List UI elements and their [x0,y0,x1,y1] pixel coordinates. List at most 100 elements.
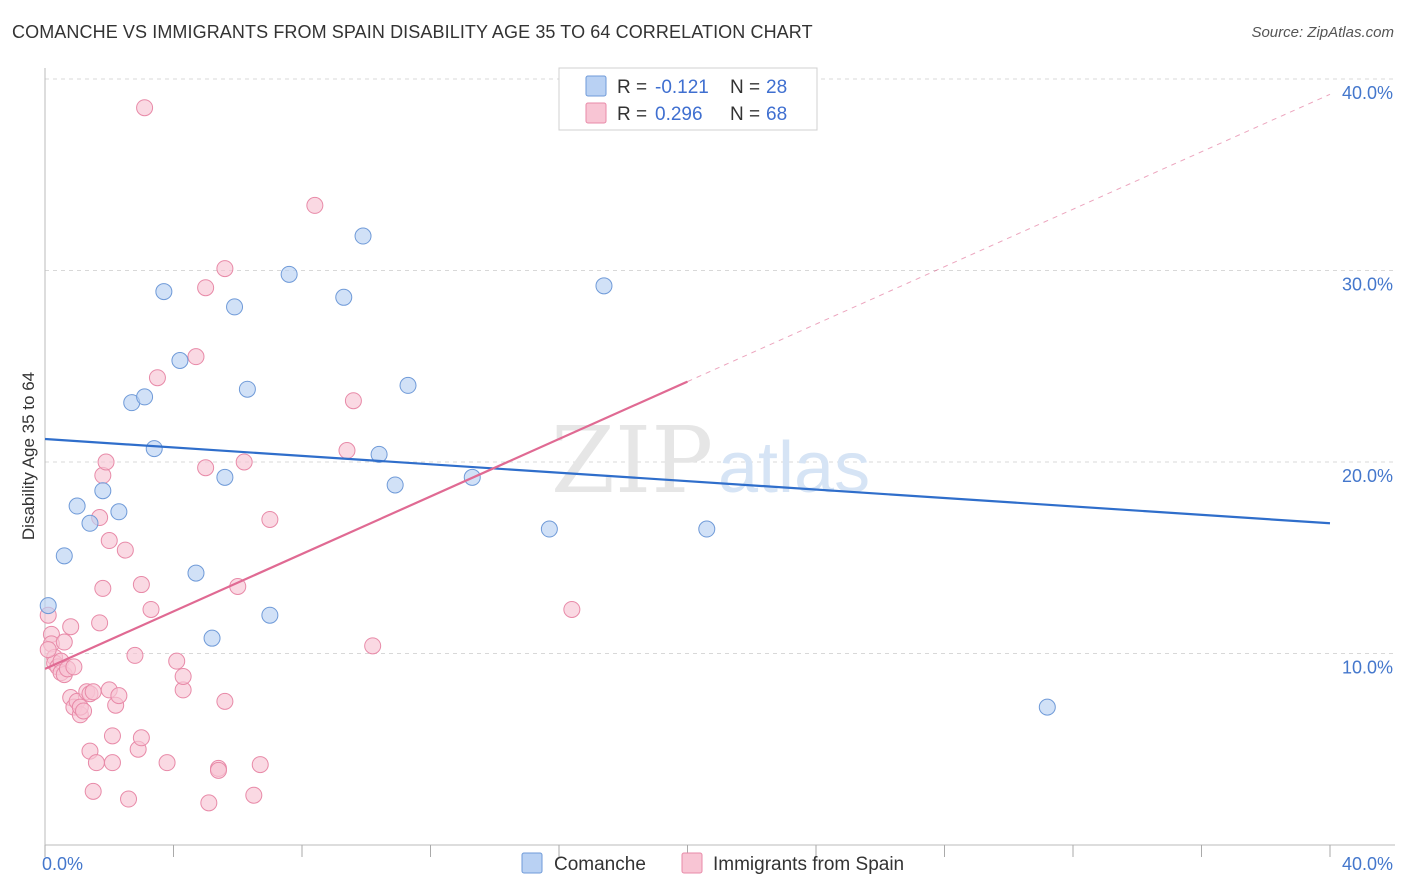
point-comanche-12 [203,629,221,647]
trend-line-comanche [44,437,1331,525]
bottom-legend-swatch-comanche [521,852,543,874]
point-comanche-20 [370,445,388,463]
trend-line-spain-extension [687,93,1331,383]
point-comanche-27 [1038,698,1056,716]
point-spain-59 [245,786,263,804]
point-comanche-5 [110,503,128,521]
point-comanche-22 [399,376,417,394]
legend-r-label-spain: R = [617,104,647,125]
chart-title: COMANCHE VS IMMIGRANTS FROM SPAIN DISABI… [12,22,813,42]
point-comanche-19 [354,227,372,245]
point-spain-54 [209,761,227,779]
point-comanche-13 [216,468,234,486]
bottom-legend-label-comanche: Comanche [554,854,646,875]
scatter-points [39,99,1056,812]
point-comanche-9 [155,283,173,301]
point-spain-56 [216,260,234,278]
point-spain-33 [103,754,121,772]
point-spain-18 [75,702,93,720]
watermark: ZIP atlas [551,407,870,514]
point-spain-61 [261,510,279,528]
x-tick-label-0: 0.0% [42,854,83,874]
legend-swatch-spain [585,102,607,124]
legend-n-value-spain: 68 [766,104,787,125]
legend-r-value-spain: 0.296 [655,104,703,125]
legend-r-label-comanche: R = [617,77,647,98]
point-comanche-16 [261,606,279,624]
point-spain-44 [148,369,166,387]
point-spain-22 [84,782,102,800]
y-tick-label-1: 20.0% [1342,466,1393,486]
y-tick-label-0: 10.0% [1342,658,1393,678]
y-axis-title: Disability Age 35 to 64 [19,372,38,540]
point-spain-41 [132,576,150,594]
point-spain-28 [94,579,112,597]
point-spain-64 [344,392,362,410]
point-spain-60 [251,756,269,774]
point-spain-62 [306,196,324,214]
point-spain-46 [168,652,186,670]
point-spain-65 [364,637,382,655]
point-spain-37 [120,790,138,808]
x-tick-label-1: 40.0% [1342,854,1393,874]
point-comanche-21 [386,476,404,494]
legend-top: R = -0.121 N = 28 R = 0.296 N = 68 [558,67,818,131]
point-spain-50 [197,459,215,477]
point-comanche-8 [145,440,163,458]
point-spain-43 [142,600,160,618]
y-tick-label-2: 30.0% [1342,275,1393,295]
point-spain-49 [187,348,205,366]
source-label: Source: ZipAtlas.com [1251,24,1394,41]
point-comanche-2 [68,497,86,515]
point-spain-48 [174,667,192,685]
point-spain-51 [197,279,215,297]
point-spain-45 [158,754,176,772]
legend-n-value-comanche: 28 [766,77,787,98]
point-comanche-3 [81,514,99,532]
trend-lines [44,93,1331,670]
point-spain-35 [110,687,128,705]
point-spain-58 [235,453,253,471]
point-comanche-10 [171,352,189,370]
point-spain-42 [136,99,154,117]
legend-n-label-spain: N = [730,104,760,125]
tick-labels: 10.0% 20.0% 30.0% 40.0% 0.0% 40.0% [42,83,1393,874]
point-comanche-4 [94,482,112,500]
point-spain-25 [91,614,109,632]
point-comanche-15 [238,380,256,398]
point-comanche-24 [540,520,558,538]
bottom-legend-label-spain: Immigrants from Spain [713,854,904,875]
point-comanche-18 [335,288,353,306]
legend-swatch-comanche [585,75,607,97]
point-spain-40 [132,729,150,747]
legend-bottom: Comanche Immigrants from Spain [521,852,904,875]
point-spain-52 [200,794,218,812]
point-spain-67 [39,641,57,659]
trend-line-spain [44,380,688,670]
point-spain-23 [84,683,102,701]
point-comanche-26 [698,520,716,538]
point-spain-8 [55,633,73,651]
legend-r-value-comanche: -0.121 [655,77,709,98]
grid-lines [45,78,1395,654]
point-spain-14 [65,658,83,676]
point-spain-32 [103,727,121,745]
bottom-legend-swatch-spain [681,852,703,874]
point-comanche-0 [39,597,57,615]
y-tick-label-3: 40.0% [1342,83,1393,103]
point-spain-24 [87,754,105,772]
point-spain-36 [116,541,134,559]
point-spain-30 [100,532,118,550]
point-spain-66 [563,600,581,618]
point-spain-11 [62,618,80,636]
legend-n-label-comanche: N = [730,77,760,98]
point-comanche-7 [136,388,154,406]
point-comanche-14 [226,298,244,316]
point-comanche-11 [187,564,205,582]
point-spain-55 [216,692,234,710]
point-spain-38 [126,646,144,664]
watermark-zip: ZIP [551,407,713,514]
point-spain-29 [97,453,115,471]
watermark-atlas: atlas [718,428,870,508]
